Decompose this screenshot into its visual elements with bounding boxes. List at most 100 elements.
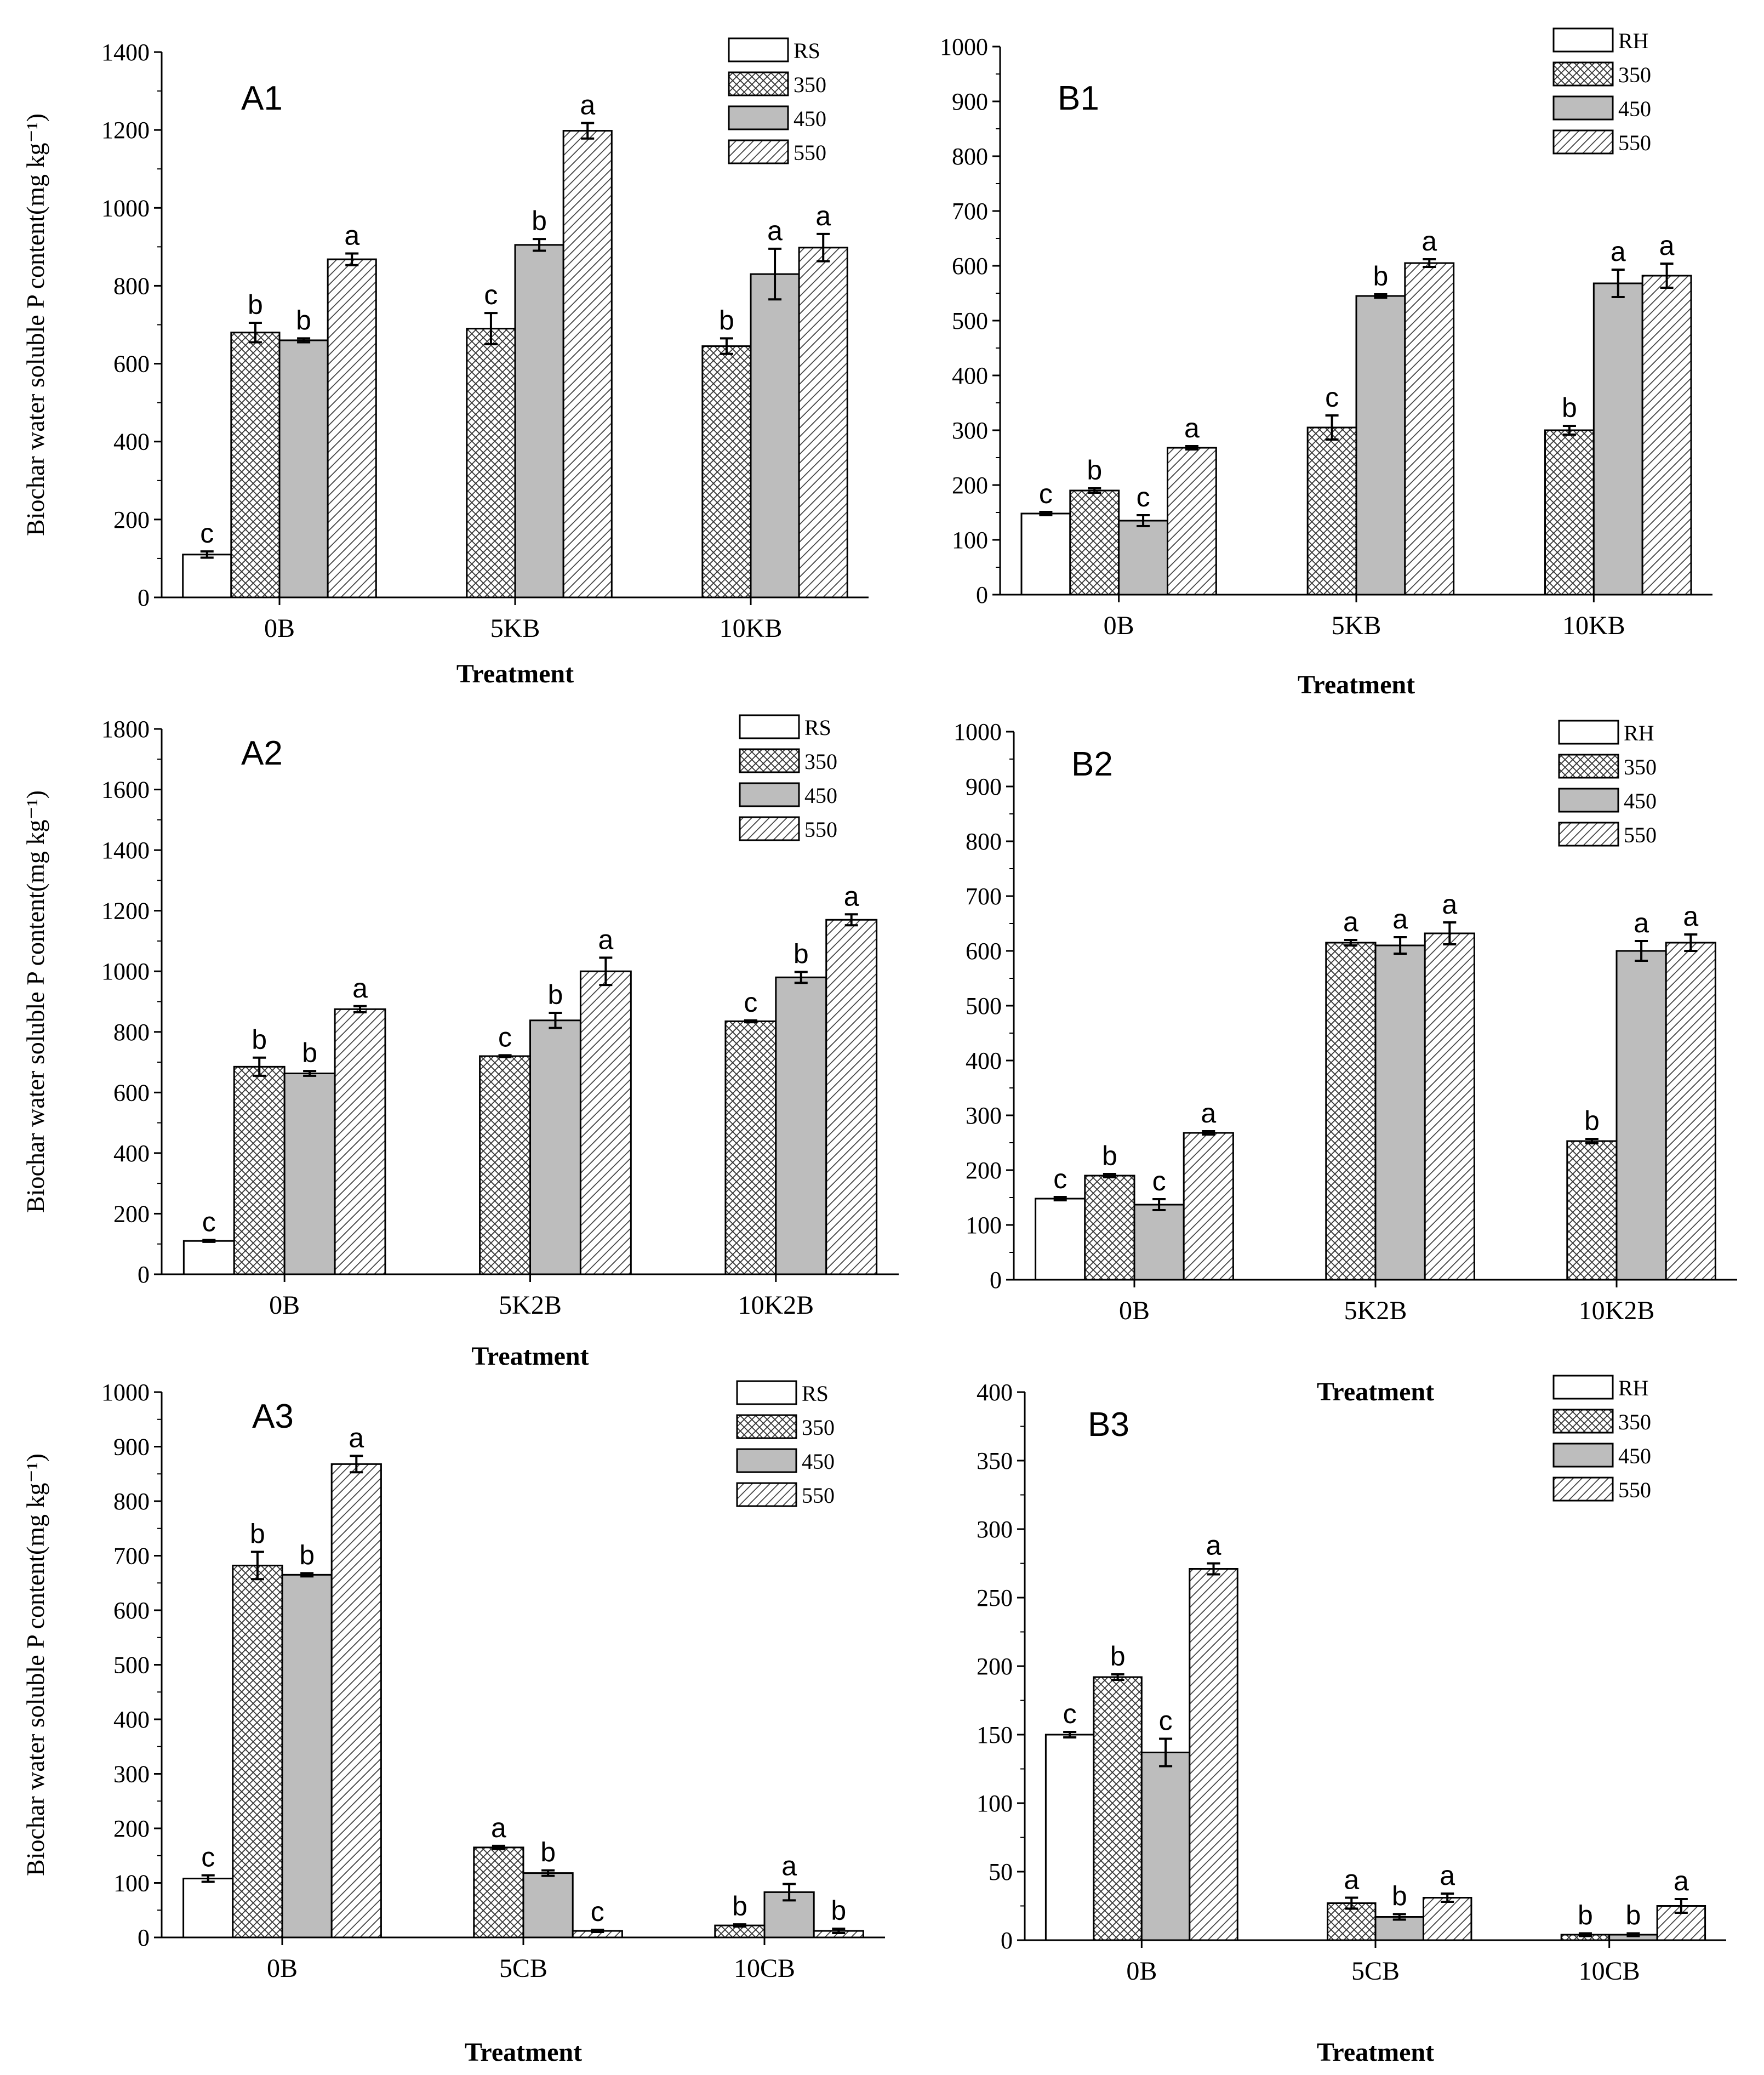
y-tick-label: 100 (977, 1790, 1013, 1817)
legend-label: 350 (802, 1415, 835, 1440)
y-tick-label: 1400 (101, 837, 150, 864)
bar-550-0B (330, 1463, 382, 1939)
significance-letter: c (1137, 482, 1150, 512)
bar-450-10KB (750, 273, 800, 598)
legend-label: 550 (804, 817, 837, 842)
legend-label: 550 (1618, 1478, 1651, 1502)
significance-letter: a (1442, 889, 1457, 920)
panel-label: B3 (1088, 1406, 1129, 1444)
y-tick-label: 1000 (954, 719, 1002, 745)
legend-label: 450 (1618, 96, 1651, 121)
x-axis-title: Treatment (1317, 1377, 1434, 1406)
significance-letter: b (719, 305, 734, 335)
bar-350-5CB (473, 1846, 524, 1939)
legend-swatch (1552, 61, 1614, 87)
panel-label: A3 (252, 1398, 294, 1435)
significance-letter: a (1440, 1860, 1455, 1891)
bar-550-0B (327, 258, 377, 598)
bar-450-5KB (514, 244, 564, 598)
significance-letter: b (1373, 261, 1389, 292)
legend-swatch (736, 1448, 797, 1473)
legend-label: RS (802, 1381, 829, 1406)
y-tick-label: 350 (977, 1447, 1013, 1474)
significance-letter: b (250, 1519, 265, 1549)
y-tick-label: 900 (113, 1434, 150, 1461)
panel-label: A2 (241, 734, 283, 772)
panel-label: B1 (1058, 79, 1099, 117)
legend-swatch (1558, 822, 1619, 847)
y-tick-label: 400 (113, 429, 150, 455)
category-label: 5KB (490, 614, 540, 643)
legend-label: RH (1624, 721, 1654, 745)
legend-swatch (1558, 720, 1619, 745)
bar-450-0B (1133, 1204, 1185, 1281)
significance-letter: a (815, 201, 831, 231)
significance-letter: b (302, 1038, 317, 1068)
bar-450-5K2B (529, 1019, 581, 1275)
legend-label: 450 (804, 783, 837, 808)
legend-swatch (736, 1482, 797, 1507)
legend-swatch (736, 1380, 797, 1405)
category-label: 10K2B (738, 1291, 814, 1320)
panel-a2: 0 200 400 600 800 1000 1200 1400 1600 1800 0B c b b a 5… (21, 714, 899, 1371)
bar-350-0B (1093, 1676, 1143, 1941)
bar-550-0B (334, 1008, 386, 1275)
significance-letter: a (1683, 901, 1698, 932)
y-tick-label: 1000 (101, 195, 150, 221)
legend-swatch (728, 37, 789, 62)
significance-letter: b (299, 1540, 315, 1570)
bar-550-10KB (798, 247, 848, 598)
significance-letter: a (844, 881, 859, 911)
y-tick-label: 200 (952, 472, 988, 499)
bar-450-10KB (1592, 282, 1643, 596)
significance-letter: b (248, 289, 263, 320)
y-tick-label: 1200 (101, 898, 150, 925)
significance-letter: a (580, 89, 595, 120)
bar-RH-0B (1020, 512, 1071, 596)
bar-550-5K2B (579, 970, 632, 1275)
legend-swatch (728, 139, 789, 164)
bar-350-5K2B (479, 1055, 532, 1275)
y-tick-label: 500 (966, 993, 1002, 1019)
y-tick-label: 900 (966, 773, 1002, 800)
significance-letter: b (1392, 1881, 1407, 1912)
category-label: 10KB (720, 614, 783, 643)
significance-letter: b (1578, 1900, 1593, 1931)
panel-label: B2 (1071, 745, 1113, 783)
bar-550-0B (1183, 1132, 1234, 1281)
y-tick-label: 1000 (101, 958, 150, 985)
y-tick-label: 900 (952, 88, 988, 115)
legend-swatch (1552, 95, 1614, 121)
significance-letter: a (349, 1422, 364, 1453)
y-tick-label: 800 (952, 143, 988, 170)
significance-letter: a (344, 220, 359, 250)
legend-swatch (1558, 788, 1619, 813)
y-tick-label: 1000 (940, 33, 988, 60)
bar-450-10K2B (1615, 950, 1667, 1281)
y-tick-label: 800 (113, 1019, 150, 1046)
legend-swatch (736, 1414, 797, 1439)
bar-350-0B (233, 1065, 286, 1275)
legend-swatch (1552, 1409, 1614, 1434)
bar-550-10K2B (1665, 942, 1716, 1281)
y-tick-label: 600 (966, 938, 1002, 965)
significance-letter: b (1562, 392, 1577, 423)
significance-letter: a (1344, 1865, 1359, 1895)
category-label: 0B (1119, 1296, 1150, 1325)
y-tick-label: 100 (113, 1870, 150, 1897)
legend-swatch (1552, 27, 1614, 53)
y-tick-label: 700 (952, 198, 988, 225)
bar-350-10KB (1544, 429, 1595, 596)
significance-letter: c (484, 280, 498, 310)
bar-RS-0B (182, 1878, 234, 1939)
legend-label: 350 (1624, 755, 1657, 779)
significance-letter: c (1039, 478, 1053, 509)
category-label: 5K2B (499, 1291, 562, 1320)
significance-letter: b (1584, 1105, 1600, 1136)
significance-letter: b (1625, 1900, 1641, 1931)
significance-letter: a (767, 215, 783, 246)
bar-550-5K2B (1424, 932, 1475, 1281)
significance-letter: c (744, 987, 757, 1018)
y-tick-label: 400 (966, 1047, 1002, 1074)
y-tick-label: 250 (977, 1584, 1013, 1611)
